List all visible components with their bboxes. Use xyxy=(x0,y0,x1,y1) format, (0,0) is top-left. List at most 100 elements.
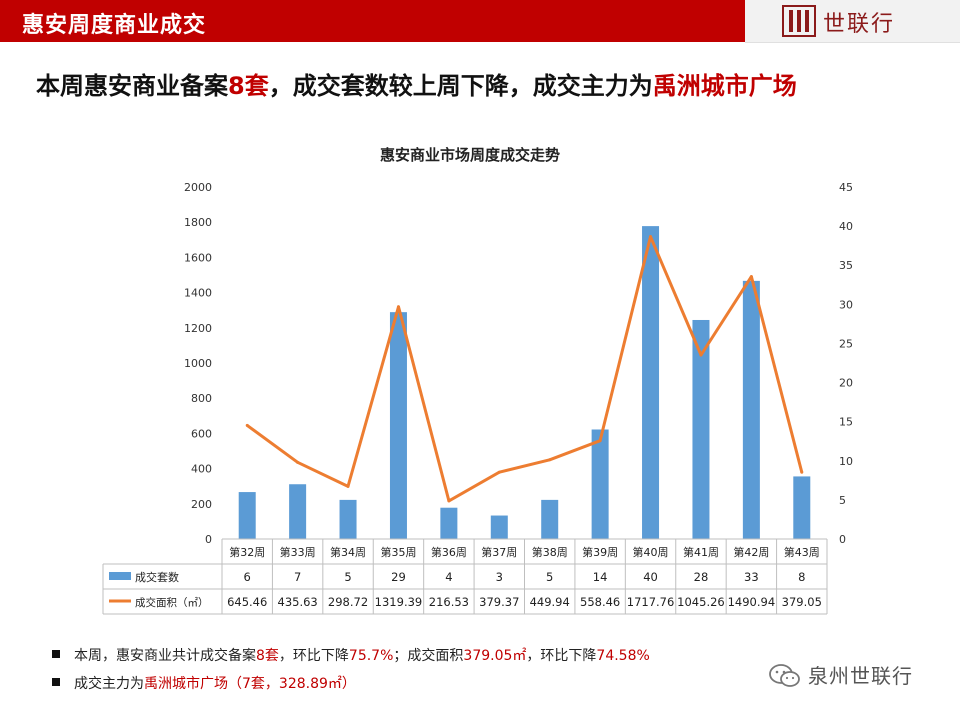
right-axis-tick-label: 20 xyxy=(839,377,853,390)
table-value: 449.94 xyxy=(530,595,570,609)
table-value: 645.46 xyxy=(227,595,267,609)
note-line-1: 本周，惠安商业共计成交备案8套，环比下降75.7%；成交面积379.05㎡，环比… xyxy=(52,646,650,674)
right-axis-tick-label: 30 xyxy=(839,298,853,311)
bar xyxy=(490,515,508,539)
headline-project: 禹洲城市广场 xyxy=(652,72,797,100)
legend-bar-label: 成交套数 xyxy=(135,570,179,584)
table-value: 435.63 xyxy=(278,595,318,609)
left-axis-tick-label: 400 xyxy=(191,463,212,476)
category-label: 第37周 xyxy=(481,545,517,559)
left-axis-tick-label: 600 xyxy=(191,427,212,440)
bullet-square-icon xyxy=(52,650,60,658)
note-highlight: 禹洲城市广场（7套，328.89㎡） xyxy=(144,676,356,692)
left-axis-tick-label: 2000 xyxy=(184,181,212,194)
table-value: 28 xyxy=(694,570,709,584)
bar xyxy=(440,507,458,539)
left-axis-tick-label: 1400 xyxy=(184,287,212,300)
note-highlight: 379.05㎡ xyxy=(463,648,527,664)
headline-part2: ，成交套数较上周下降，成交主力为 xyxy=(268,72,653,100)
table-value: 33 xyxy=(744,570,759,584)
table-value: 379.37 xyxy=(479,595,519,609)
table-value: 1319.39 xyxy=(375,595,423,609)
table-value: 29 xyxy=(391,570,406,584)
table-value: 1490.94 xyxy=(728,595,776,609)
bar xyxy=(692,319,710,539)
bar xyxy=(289,484,307,539)
table-value: 6 xyxy=(244,570,251,584)
category-label: 第36周 xyxy=(431,545,467,559)
left-axis-tick-label: 200 xyxy=(191,498,212,511)
note-text: ，环比下降 xyxy=(278,648,349,664)
table-value: 5 xyxy=(344,570,351,584)
header-bar: 惠安周度商业成交 xyxy=(0,0,745,42)
bar xyxy=(591,429,609,539)
line-point xyxy=(245,423,249,427)
right-axis-tick-label: 0 xyxy=(839,533,846,546)
table-value: 5 xyxy=(546,570,553,584)
line-point xyxy=(447,499,451,503)
line-point xyxy=(346,484,350,488)
bullet-square-icon xyxy=(52,678,60,686)
notes: 本周，惠安商业共计成交备案8套，环比下降75.7%；成交面积379.05㎡，环比… xyxy=(52,646,650,702)
left-axis-tick-label: 800 xyxy=(191,392,212,405)
company-logo-icon xyxy=(782,5,816,37)
note-text: ，环比下降 xyxy=(526,648,597,664)
bar xyxy=(541,499,559,539)
table-value: 1045.26 xyxy=(677,595,725,609)
table-value: 40 xyxy=(643,570,658,584)
note-highlight: 8套 xyxy=(256,648,279,664)
table-value: 3 xyxy=(496,570,503,584)
line-series xyxy=(246,235,804,503)
chart-container: 惠安商业市场周度成交走势 0 200 400 600 800 1000 1200 1400 16… xyxy=(0,130,960,620)
category-label: 第33周 xyxy=(280,545,316,559)
right-axis-tick-label: 40 xyxy=(839,220,853,233)
table-value: 8 xyxy=(798,570,805,584)
line-point xyxy=(497,470,501,474)
headline-part1: 本周惠安商业备案 xyxy=(36,72,228,100)
table-value: 4 xyxy=(445,570,452,584)
bar xyxy=(389,312,407,539)
watermark-text: 泉州世联行 xyxy=(808,664,913,688)
company-name: 世联行 xyxy=(823,12,896,37)
category-label: 第41周 xyxy=(683,545,719,559)
line-point xyxy=(800,470,804,474)
bar xyxy=(793,476,811,539)
bar xyxy=(238,492,256,539)
line-point xyxy=(548,458,552,462)
line-point xyxy=(396,305,400,309)
category-label: 第39周 xyxy=(582,545,618,559)
left-axis-tick-label: 1800 xyxy=(184,216,212,229)
category-label: 第35周 xyxy=(380,545,416,559)
category-label: 第40周 xyxy=(633,545,669,559)
category-label: 第43周 xyxy=(784,545,820,559)
left-axis-tick-label: 1000 xyxy=(184,357,212,370)
table-value: 1717.76 xyxy=(627,595,675,609)
line-point xyxy=(749,275,753,279)
table-value: 379.05 xyxy=(782,595,822,609)
legend-line-label: 成交面积（㎡） xyxy=(135,596,209,609)
note-highlight: 74.58% xyxy=(596,648,650,664)
right-axis-tick-label: 10 xyxy=(839,455,853,468)
right-axis-tick-label: 5 xyxy=(839,494,846,507)
page-title: 惠安周度商业成交 xyxy=(22,13,207,38)
headline-count: 8套 xyxy=(228,72,269,100)
legend-bar-swatch xyxy=(109,572,131,580)
note-line-2: 成交主力为禹洲城市广场（7套，328.89㎡） xyxy=(52,674,650,702)
category-label: 第38周 xyxy=(532,545,568,559)
category-label: 第32周 xyxy=(229,545,265,559)
left-axis-tick-label: 1200 xyxy=(184,322,212,335)
right-axis-tick-label: 25 xyxy=(839,337,853,350)
wechat-icon xyxy=(769,664,800,687)
right-axis-tick-label: 35 xyxy=(839,259,853,272)
note-text: ；成交面积 xyxy=(393,648,464,664)
note-text: 成交主力为 xyxy=(74,676,144,692)
table-value: 298.72 xyxy=(328,595,368,609)
combo-chart: 惠安商业市场周度成交走势 020040060080010001200140016… xyxy=(102,146,853,615)
category-label: 第42周 xyxy=(733,545,769,559)
bar xyxy=(339,499,357,539)
note-highlight: 75.7% xyxy=(348,648,394,664)
line-point xyxy=(699,353,703,357)
table-value: 558.46 xyxy=(580,595,620,609)
bar xyxy=(642,226,660,539)
right-axis-tick-label: 15 xyxy=(839,416,853,429)
